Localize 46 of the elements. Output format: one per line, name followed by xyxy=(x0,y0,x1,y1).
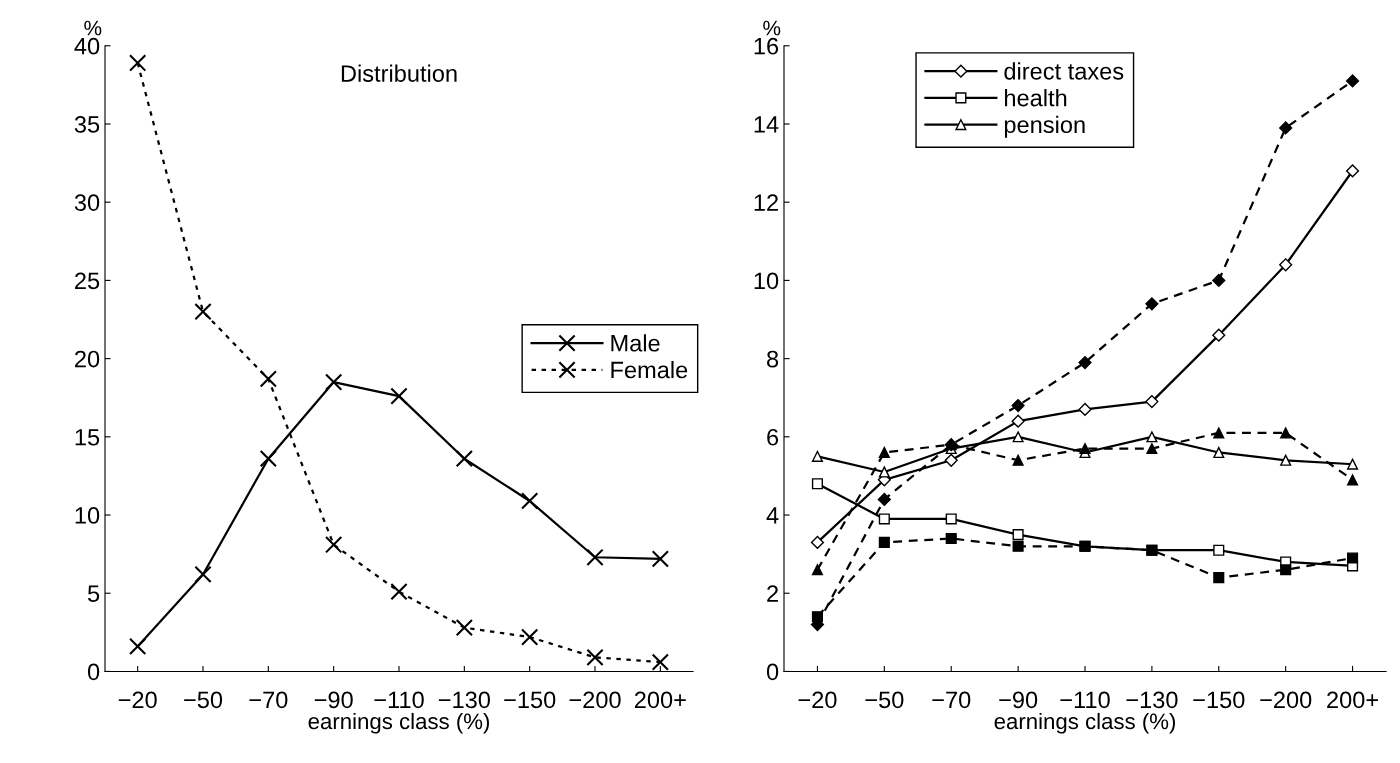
x-tick-label: −20 xyxy=(798,691,837,709)
y-tick-label: 6 xyxy=(767,428,779,446)
legend-label: health xyxy=(1005,89,1067,107)
x-tick-label: −50 xyxy=(184,691,223,709)
x-tick-label: −90 xyxy=(999,691,1038,709)
legend-label: pension xyxy=(1004,115,1085,138)
y-axis-title: % xyxy=(84,20,102,36)
y-tick-label: 35 xyxy=(74,116,100,133)
y-tick-label: 25 xyxy=(75,272,100,290)
legend-label: Female xyxy=(611,360,688,379)
y-tick-label: 10 xyxy=(75,507,100,524)
y-axis-title: % xyxy=(763,20,781,36)
y-tick-label: 2 xyxy=(767,585,778,602)
y-tick-label: 40 xyxy=(74,37,100,55)
x-tick-label: 200+ xyxy=(1327,691,1378,709)
y-tick-label: 10 xyxy=(754,272,779,290)
x-tick-label: −130 xyxy=(438,691,490,709)
x-tick-label: −70 xyxy=(249,691,288,709)
text: Distribution xyxy=(341,64,457,82)
x-tick-label: −110 xyxy=(1060,691,1110,709)
y-tick-label: 15 xyxy=(75,429,100,446)
x-axis-title: earnings class (%) xyxy=(308,712,490,734)
y-tick-label: 0 xyxy=(87,663,100,681)
y-tick-label: 30 xyxy=(74,194,100,211)
y-tick-label: 14 xyxy=(754,116,779,133)
x-tick-label: −150 xyxy=(1193,691,1245,709)
x-tick-label: −200 xyxy=(569,691,621,709)
y-tick-label: 5 xyxy=(87,585,100,603)
x-tick-label: −20 xyxy=(118,691,157,709)
x-tick-label: −200 xyxy=(1260,691,1312,709)
x-tick-label: −90 xyxy=(314,691,353,709)
x-tick-label: −50 xyxy=(865,691,904,709)
legend-label: Male xyxy=(611,334,660,352)
y-tick-label: 16 xyxy=(754,37,779,55)
y-tick-label: 12 xyxy=(754,194,778,211)
x-tick-label: 200+ xyxy=(634,691,686,709)
x-axis-title: earnings class (%) xyxy=(994,712,1176,734)
y-tick-label: 20 xyxy=(75,350,100,368)
y-tick-label: 8 xyxy=(767,350,779,368)
x-tick-label: −70 xyxy=(932,691,971,709)
y-tick-label: 0 xyxy=(766,663,779,681)
x-tick-label: −130 xyxy=(1126,691,1178,709)
x-tick-label: −150 xyxy=(504,691,556,709)
y-tick-label: 4 xyxy=(766,507,779,524)
legend-label: direct taxes xyxy=(1004,62,1124,80)
x-tick-label: −110 xyxy=(374,691,424,709)
